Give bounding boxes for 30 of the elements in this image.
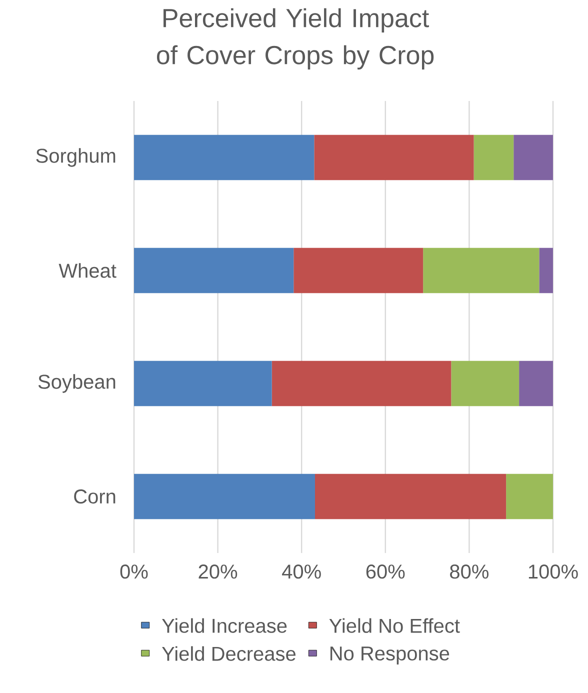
x-tick-label: 60% [366,564,405,579]
bar [519,360,553,406]
x-tick-label: 20% [198,564,238,579]
bar [506,474,553,520]
bar [315,474,506,520]
bar [314,134,474,180]
bar [134,360,272,406]
x-tick-label: 80% [450,564,488,579]
bar [134,134,314,180]
legend-label: Yield Decrease [162,646,296,661]
x-tick-label: 40% [282,564,321,579]
legend-label: No Response [330,646,450,664]
bar [294,248,424,294]
bar [134,474,315,520]
legend-label: Yield No Effect [329,618,460,633]
bar [514,134,553,180]
y-tick-label: Wheat [58,263,116,278]
chart-title: Perceived Yield Impact of Cover Crops by Crop [156,8,434,70]
bar [539,248,553,294]
x-tick-label: 0% [120,564,148,579]
y-tick-label: Corn [74,489,116,504]
x-tick-label: 100% [528,564,578,579]
y-tick-label: Soybean [38,374,116,393]
bar [451,360,520,406]
legend-label: Yield Increase [162,618,287,633]
bar [134,248,294,294]
bar [474,134,514,180]
y-tick-label: Sorghum [36,148,116,167]
bar [272,360,452,406]
bar [423,248,540,294]
